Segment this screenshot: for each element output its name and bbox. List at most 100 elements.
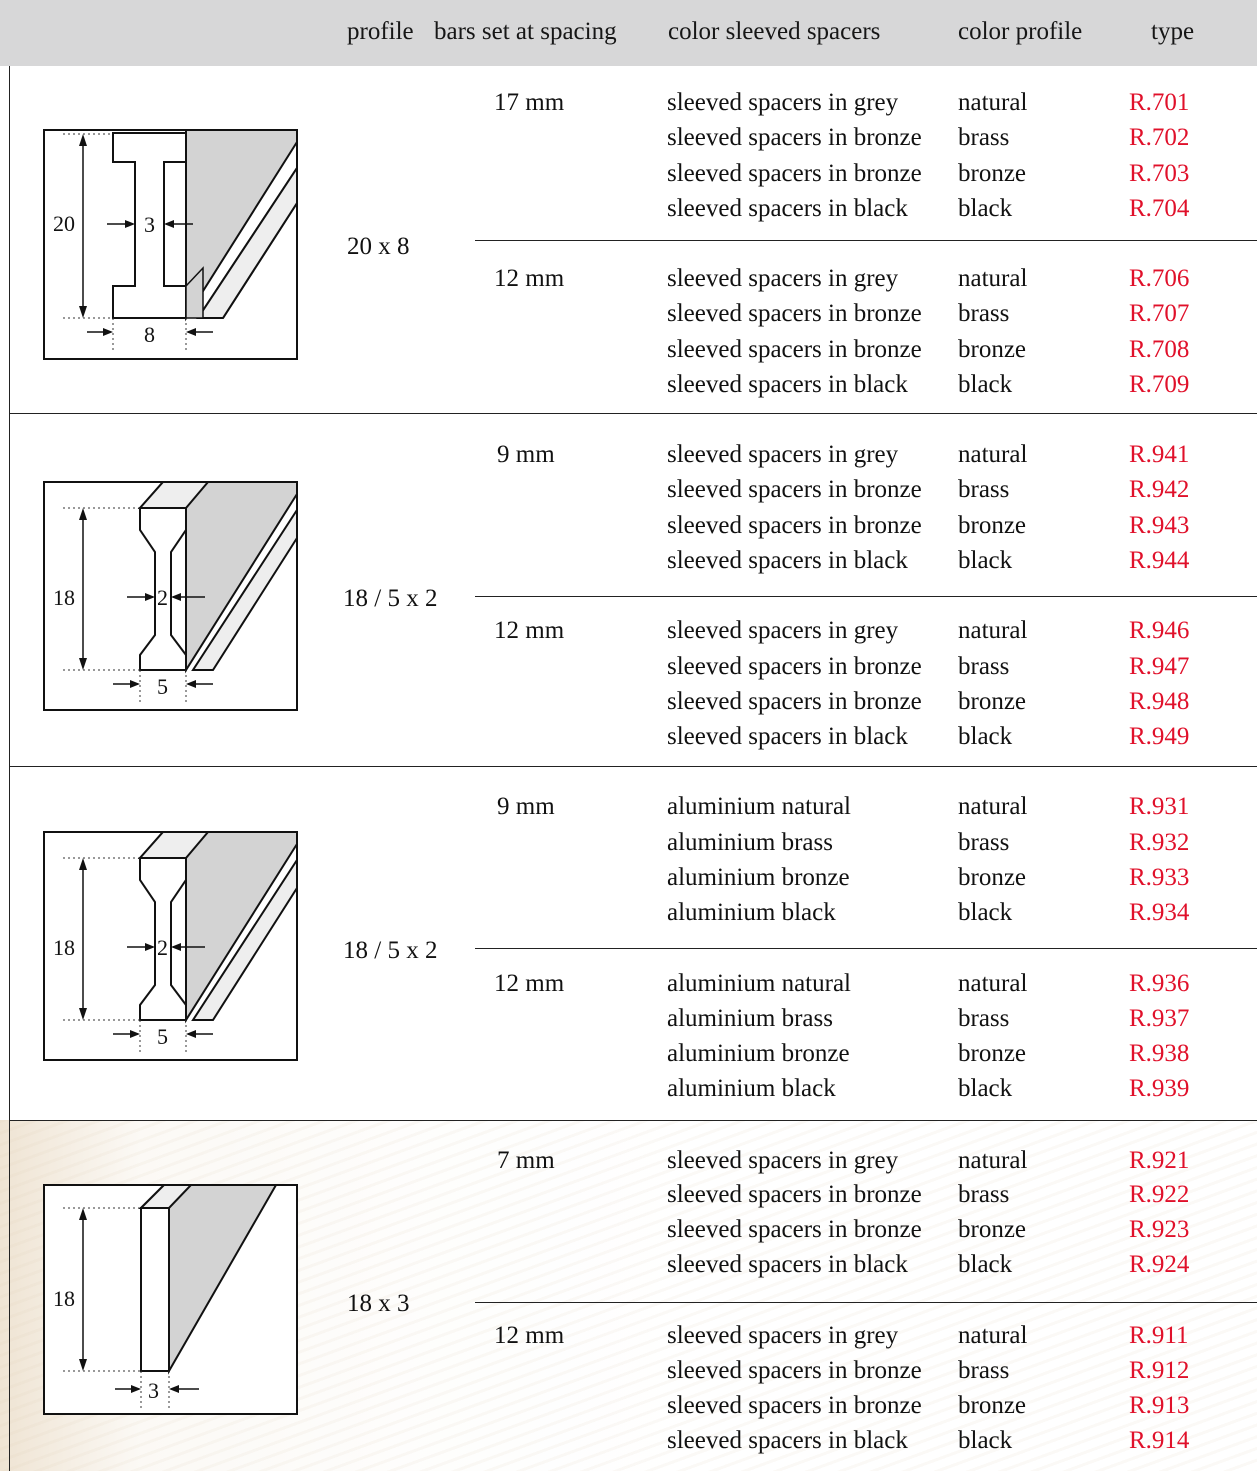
profile-color: brass xyxy=(958,1181,1010,1208)
dimension-width-label: 3 xyxy=(148,1378,159,1403)
spacer-color: sleeved spacers in grey xyxy=(667,617,899,644)
type-code: R.914 xyxy=(1129,1427,1190,1454)
spacer-color: aluminium natural xyxy=(667,970,851,997)
profile-color: brass xyxy=(958,1005,1010,1032)
dimension-width-label: 5 xyxy=(157,674,168,699)
type-code: R.931 xyxy=(1129,793,1190,820)
spacer-color: aluminium bronze xyxy=(667,864,850,891)
profile-size: 18 / 5 x 2 xyxy=(343,937,438,964)
spacer-color: sleeved spacers in black xyxy=(667,195,908,222)
profile-color: natural xyxy=(958,970,1028,997)
spacing-value: 12 mm xyxy=(494,617,565,644)
profile-color: natural xyxy=(958,1147,1028,1174)
spacing-value: 9 mm xyxy=(497,793,555,820)
profile-color: brass xyxy=(958,1357,1010,1384)
dimension-web-label: 2 xyxy=(157,935,168,960)
dimension-height-label: 18 xyxy=(53,1286,75,1311)
profile-color: brass xyxy=(958,829,1010,856)
header-color-spacers: color sleeved spacers xyxy=(668,18,881,45)
spacer-color: sleeved spacers in bronze xyxy=(667,512,922,539)
header-color-profile: color profile xyxy=(958,18,1083,45)
header-spacing: bars set at spacing xyxy=(434,18,617,45)
table-header: profile bars set at spacing color sleeve… xyxy=(0,0,1257,66)
header-profile: profile xyxy=(347,18,414,45)
profile-color: bronze xyxy=(958,160,1027,187)
spacer-color: sleeved spacers in bronze xyxy=(667,476,922,503)
profile-color: black xyxy=(958,723,1013,750)
profile-color: brass xyxy=(958,300,1010,327)
type-code: R.704 xyxy=(1129,195,1190,222)
spacer-color: sleeved spacers in grey xyxy=(667,1147,899,1174)
dimension-width-label: 8 xyxy=(144,322,155,347)
type-code: R.947 xyxy=(1129,653,1190,680)
spacer-color: sleeved spacers in black xyxy=(667,547,908,574)
profile-cross-section-diagram: 18 3 xyxy=(43,1184,298,1415)
subgroup-divider xyxy=(475,240,1257,241)
profile-color: black xyxy=(958,371,1013,398)
spacer-color: sleeved spacers in bronze xyxy=(667,688,922,715)
type-code: R.946 xyxy=(1129,617,1190,644)
type-code: R.938 xyxy=(1129,1040,1190,1067)
spacing-value: 12 mm xyxy=(494,970,565,997)
spacer-color: sleeved spacers in bronze xyxy=(667,1392,922,1419)
dimension-width-label: 5 xyxy=(157,1024,168,1049)
profile-color: natural xyxy=(958,617,1028,644)
spacing-value: 17 mm xyxy=(494,89,565,116)
profile-color: brass xyxy=(958,653,1010,680)
type-code: R.924 xyxy=(1129,1251,1190,1278)
type-code: R.708 xyxy=(1129,336,1190,363)
type-code: R.709 xyxy=(1129,371,1190,398)
group-divider xyxy=(9,766,1257,767)
profile-cross-section-diagram: 20 3 8 xyxy=(43,129,298,360)
type-code: R.933 xyxy=(1129,864,1190,891)
spacer-color: sleeved spacers in bronze xyxy=(667,300,922,327)
profile-color: natural xyxy=(958,89,1028,116)
profile-color: bronze xyxy=(958,512,1027,539)
profile-color: bronze xyxy=(958,864,1027,891)
spacer-color: aluminium natural xyxy=(667,793,851,820)
spacer-color: sleeved spacers in bronze xyxy=(667,160,922,187)
profile-color: black xyxy=(958,1427,1013,1454)
profile-color: natural xyxy=(958,1322,1028,1349)
profile-color: bronze xyxy=(958,1216,1027,1243)
type-code: R.913 xyxy=(1129,1392,1190,1419)
dimension-height-label: 18 xyxy=(53,585,75,610)
profile-color: black xyxy=(958,1251,1013,1278)
type-code: R.911 xyxy=(1129,1322,1189,1349)
spacing-value: 7 mm xyxy=(497,1147,555,1174)
dimension-height-label: 20 xyxy=(53,211,75,236)
subgroup-divider xyxy=(475,1302,1257,1303)
spacer-color: sleeved spacers in black xyxy=(667,723,908,750)
type-code: R.937 xyxy=(1129,1005,1190,1032)
type-code: R.923 xyxy=(1129,1216,1190,1243)
spacer-color: sleeved spacers in black xyxy=(667,371,908,398)
spacer-color: sleeved spacers in bronze xyxy=(667,1216,922,1243)
type-code: R.706 xyxy=(1129,265,1190,292)
profile-color: natural xyxy=(958,265,1028,292)
profile-cross-section-diagram: 18 2 5 xyxy=(43,831,298,1061)
profile-size: 20 x 8 xyxy=(347,233,410,260)
profile-color: black xyxy=(958,195,1013,222)
header-type: type xyxy=(1151,18,1195,45)
spacer-color: aluminium brass xyxy=(667,1005,833,1032)
group-divider xyxy=(9,1120,1257,1121)
profile-size: 18 / 5 x 2 xyxy=(343,585,438,612)
spacer-color: sleeved spacers in bronze xyxy=(667,1181,922,1208)
type-code: R.942 xyxy=(1129,476,1190,503)
spacing-value: 12 mm xyxy=(494,1322,565,1349)
dimension-web-label: 2 xyxy=(157,585,168,610)
group-divider xyxy=(9,413,1257,414)
spacer-color: aluminium brass xyxy=(667,829,833,856)
spacer-color: sleeved spacers in bronze xyxy=(667,1357,922,1384)
type-code: R.922 xyxy=(1129,1181,1190,1208)
type-code: R.701 xyxy=(1129,89,1190,116)
type-code: R.934 xyxy=(1129,899,1190,926)
type-code: R.944 xyxy=(1129,547,1190,574)
type-code: R.921 xyxy=(1129,1147,1190,1174)
spacing-value: 9 mm xyxy=(497,441,555,468)
spacer-color: sleeved spacers in grey xyxy=(667,1322,899,1349)
spacer-color: sleeved spacers in grey xyxy=(667,441,899,468)
profile-color: bronze xyxy=(958,1392,1027,1419)
spacer-color: aluminium bronze xyxy=(667,1040,850,1067)
spacer-color: sleeved spacers in grey xyxy=(667,265,899,292)
